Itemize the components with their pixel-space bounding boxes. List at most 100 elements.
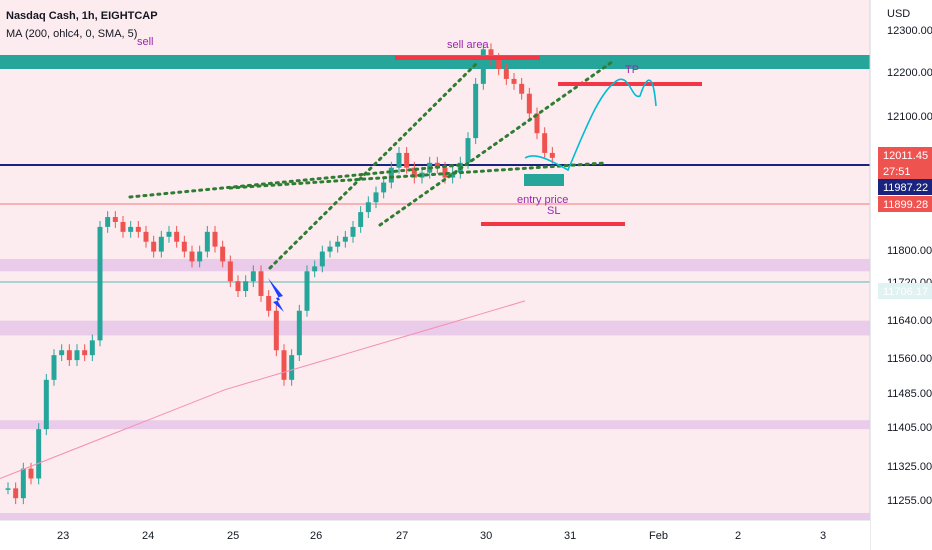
sell-zone-band (0, 55, 870, 69)
candle-body (105, 217, 111, 227)
candle-body (235, 281, 241, 292)
candle-body (434, 162, 440, 168)
candle-body (511, 78, 517, 84)
candle-body (143, 231, 149, 242)
currency-label: USD (887, 8, 910, 20)
entry-box (524, 174, 564, 186)
candle-body (549, 152, 555, 158)
candle-body (442, 167, 448, 178)
price-tag-box (878, 179, 932, 195)
down-arrow-icon (268, 278, 284, 312)
candle-body (220, 246, 226, 262)
candle-body (381, 182, 387, 193)
y-tick-label: 12200.00 (887, 67, 932, 79)
zone-0 (0, 258, 870, 272)
candle-body (212, 231, 218, 247)
candle-body (181, 241, 187, 252)
x-tick-label: 26 (310, 530, 322, 542)
candle-body (89, 340, 95, 356)
x-tick-label: 3 (820, 530, 826, 542)
ma-line (0, 300, 526, 479)
candle-body (526, 93, 532, 114)
candle-body (304, 271, 310, 311)
trendline-lower (128, 163, 462, 199)
candle-body (250, 271, 256, 282)
price-axis-panel (870, 0, 932, 550)
price-tag-box (878, 283, 932, 299)
x-tick-label: 24 (142, 530, 154, 542)
candle-body (266, 295, 272, 311)
candle-body (5, 488, 11, 490)
chart-title: Nasdaq Cash, 1h, EIGHTCAP (6, 10, 158, 22)
candle-body (158, 236, 164, 252)
candle-body (488, 49, 494, 60)
x-tick-label: 31 (564, 530, 576, 542)
candle-body (204, 231, 210, 252)
y-tick-label: 11800.00 (887, 245, 932, 257)
candle-body (312, 266, 318, 272)
y-tick-label: 12100.00 (887, 111, 932, 123)
annotation-entry: entry price (517, 194, 568, 206)
time-axis-panel (0, 520, 870, 550)
candle-body (51, 355, 57, 380)
price-tag-text: 12011.45 (883, 150, 928, 162)
candle-body (166, 231, 172, 237)
candle-body (43, 379, 49, 430)
candle-body (480, 49, 486, 84)
candle-body (358, 212, 364, 227)
candle-body (258, 271, 264, 296)
candle-body (74, 350, 80, 361)
trendline-channel-1 (268, 60, 480, 270)
y-tick-label: 11485.00 (887, 388, 932, 400)
x-tick-label: Feb (649, 530, 668, 542)
indicator-label: MA (200, ohlc4, 0, SMA, 5) (6, 28, 138, 40)
candle-body (534, 113, 540, 134)
price-tag-text: 11706.17 (883, 286, 928, 298)
annotation-sell-area: sell area (447, 39, 489, 51)
y-tick-label: 11640.00 (887, 315, 932, 327)
candle-body (373, 192, 379, 203)
y-tick-label: 11560.00 (887, 353, 932, 365)
x-tick-label: 27 (396, 530, 408, 542)
y-tick-label: 12300.00 (887, 25, 932, 37)
candle-body (365, 202, 371, 213)
candle-body (465, 138, 471, 163)
candle-body (450, 172, 456, 178)
candle-body (319, 251, 325, 267)
candle-body (227, 261, 233, 282)
candle-body (36, 429, 42, 479)
candle-body (112, 217, 118, 222)
candle-body (135, 226, 141, 232)
candle-body (174, 231, 180, 242)
price-tag-box (878, 147, 932, 163)
candle-body (342, 236, 348, 242)
candle-body (59, 350, 65, 356)
candle-body (28, 468, 34, 479)
candle-body (151, 241, 157, 252)
price-tag-box (878, 163, 932, 179)
candle-body (396, 152, 402, 168)
candle-body (66, 350, 72, 361)
x-tick-label: 2 (735, 530, 741, 542)
candle-body (120, 221, 126, 232)
candle-body (189, 251, 195, 262)
candle-body (388, 167, 394, 183)
candle-body (404, 152, 410, 168)
trendline-flat (228, 161, 607, 190)
zone-2 (0, 420, 870, 430)
candle-body (496, 59, 502, 70)
price-tag-text: 27:51 (883, 166, 911, 178)
annotation-sl: SL (547, 205, 560, 217)
x-tick-label: 25 (227, 530, 239, 542)
price-tag-text: 11899.28 (883, 199, 928, 211)
zone-3 (0, 513, 870, 523)
candle-body (327, 246, 333, 252)
y-tick-label: 11325.00 (887, 461, 932, 473)
candle-body (243, 281, 249, 292)
candle-body (13, 488, 19, 499)
candle-body (296, 310, 302, 356)
candle-body (82, 350, 88, 356)
candle-body (97, 226, 103, 341)
